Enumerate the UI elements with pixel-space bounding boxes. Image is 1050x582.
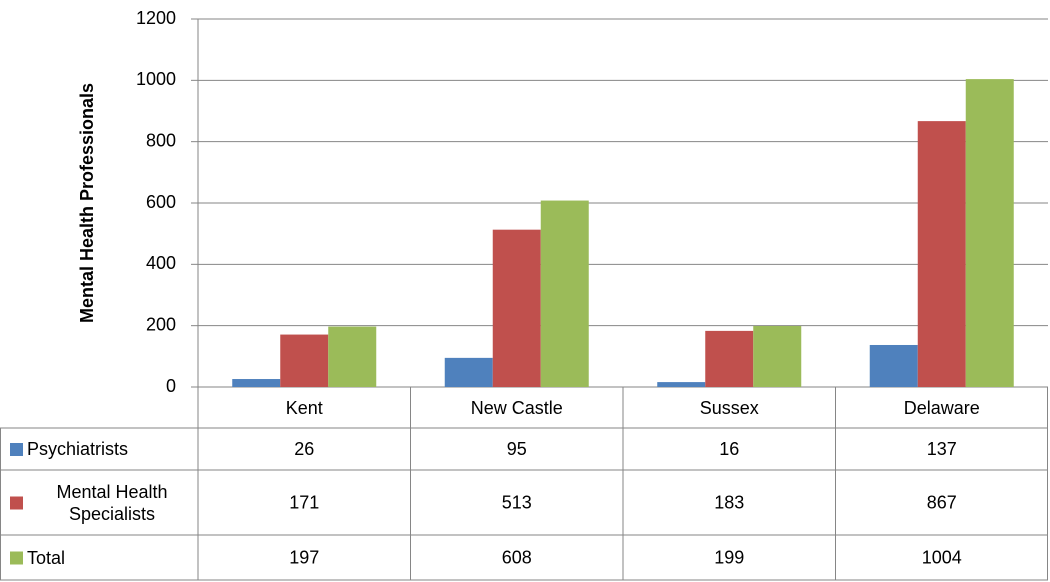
x-tick-label: New Castle bbox=[471, 398, 563, 418]
table-value: 199 bbox=[714, 547, 744, 567]
legend-swatch bbox=[10, 496, 23, 510]
y-tick-label: 1000 bbox=[136, 69, 176, 89]
legend-entry: Total bbox=[27, 547, 66, 568]
y-tick-label: 0 bbox=[166, 376, 176, 396]
table-value: 608 bbox=[502, 547, 532, 567]
table-value: 95 bbox=[507, 439, 527, 459]
bar bbox=[328, 326, 377, 387]
legend-swatch bbox=[10, 551, 23, 565]
table-value: 26 bbox=[294, 439, 314, 459]
bar bbox=[917, 121, 966, 388]
bar bbox=[705, 330, 754, 387]
y-tick-label: 800 bbox=[146, 130, 176, 150]
table-value: 16 bbox=[719, 439, 739, 459]
table-value: 1004 bbox=[922, 547, 962, 567]
legend-label: Psychiatrists bbox=[27, 439, 129, 459]
bar bbox=[753, 325, 802, 387]
bar bbox=[232, 379, 281, 387]
x-tick-label: Sussex bbox=[700, 398, 759, 418]
table-value: 137 bbox=[927, 439, 957, 459]
bar bbox=[492, 229, 541, 387]
y-tick-label: 200 bbox=[146, 314, 176, 334]
legend-entry: Psychiatrists bbox=[27, 439, 129, 459]
table-value: 183 bbox=[714, 492, 744, 512]
y-axis-label: Mental Health Professionals bbox=[77, 83, 97, 323]
bar bbox=[540, 200, 589, 387]
y-tick-label: 400 bbox=[146, 253, 176, 273]
table-value: 513 bbox=[502, 492, 532, 512]
y-tick-label: 1200 bbox=[136, 8, 176, 28]
legend-entry: Mental Health Specialists bbox=[56, 481, 168, 524]
x-tick-label: Kent bbox=[286, 398, 323, 418]
bar bbox=[869, 344, 918, 387]
bar bbox=[965, 79, 1014, 388]
y-tick-label: 600 bbox=[146, 192, 176, 212]
bar bbox=[657, 382, 706, 387]
legend-label: Mental Health Specialists bbox=[56, 481, 168, 524]
x-tick-label: Delaware bbox=[904, 398, 980, 418]
bar bbox=[444, 357, 493, 387]
legend-label: Total bbox=[27, 547, 66, 568]
bar bbox=[280, 334, 329, 387]
table-value: 867 bbox=[927, 492, 957, 512]
table-value: 171 bbox=[289, 492, 319, 512]
legend-swatch bbox=[10, 443, 23, 456]
table-value: 197 bbox=[289, 547, 319, 567]
